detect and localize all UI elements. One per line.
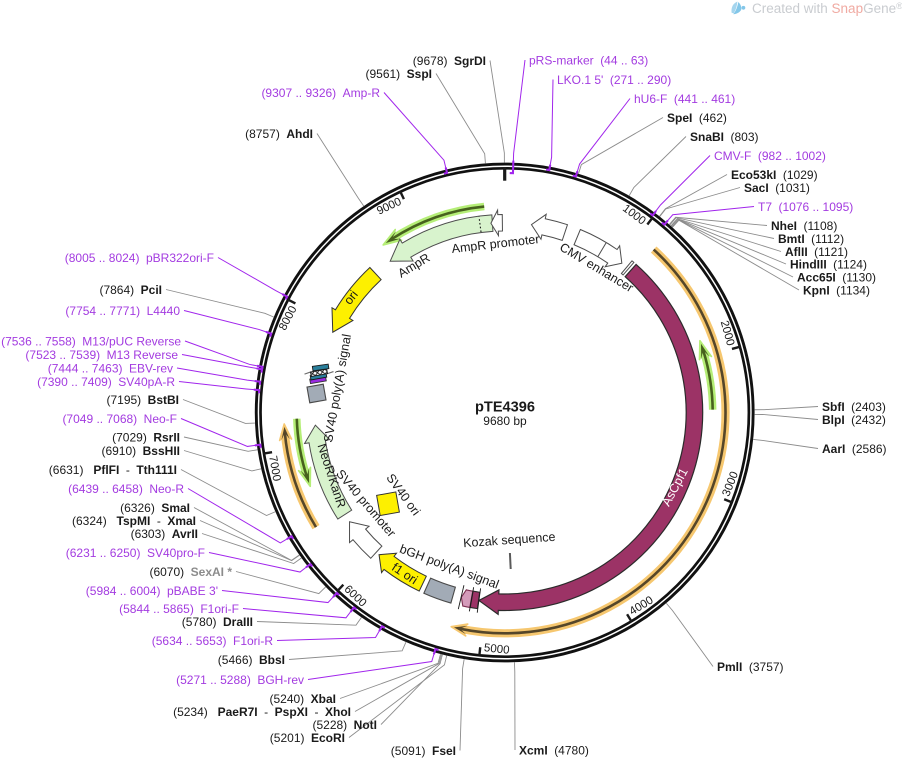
svg-text:7000: 7000: [266, 455, 282, 482]
svg-text:(9678)SgrDI: (9678) SgrDI: [413, 54, 486, 68]
svg-text:(9307 .. 9326)Amp-R: (9307 .. 9326) Amp-R: [261, 86, 380, 100]
svg-text:(5091)FseI: (5091) FseI: [391, 744, 456, 758]
svg-text:Kozak sequence: Kozak sequence: [463, 530, 556, 550]
svg-text:(6231 .. 6250)SV40pro-F: (6231 .. 6250) SV40pro-F: [66, 546, 205, 560]
svg-text:(5984 .. 6004)pBABE 3': (5984 .. 6004) pBABE 3': [86, 584, 218, 598]
svg-text:XcmI(4780): XcmI (4780): [519, 743, 589, 757]
svg-text:Created with SnapGene®: Created with SnapGene®: [752, 1, 902, 16]
svg-text:(7444 .. 7463)EBV-rev: (7444 .. 7463) EBV-rev: [48, 361, 173, 375]
svg-text:5000: 5000: [483, 642, 510, 657]
svg-text:AflII(1121): AflII (1121): [785, 245, 848, 259]
svg-text:(7049 .. 7068)Neo-F: (7049 .. 7068) Neo-F: [62, 412, 177, 426]
svg-text:(5228)NotI: (5228) NotI: [312, 718, 377, 732]
svg-text:SpeI(462): SpeI (462): [667, 111, 727, 125]
svg-text:(6326)SmaI: (6326) SmaI: [120, 501, 190, 515]
svg-text:(7029)RsrII: (7029) RsrII: [112, 430, 180, 444]
svg-text:Acc65I(1130): Acc65I (1130): [797, 270, 876, 284]
svg-text:pRS-marker(44 .. 63): pRS-marker (44 .. 63): [529, 53, 648, 67]
svg-text:(5466)BbsI: (5466) BbsI: [218, 653, 285, 667]
svg-text:(6324) TspMI-XmaI: (6324) TspMI - XmaI: [72, 514, 196, 528]
svg-text:(8005 .. 8024)pBR322ori-F: (8005 .. 8024) pBR322ori-F: [65, 251, 214, 265]
svg-text:PmlI(3757): PmlI (3757): [717, 660, 784, 674]
svg-text:CMV-F(982 .. 1002): CMV-F (982 .. 1002): [714, 149, 826, 163]
svg-text:(5844 .. 5865)F1ori-F: (5844 .. 5865) F1ori-F: [119, 602, 239, 616]
svg-text:(8757)AhdI: (8757) AhdI: [245, 127, 313, 141]
svg-text:(5201)EcoRI: (5201) EcoRI: [270, 731, 345, 745]
svg-text:T7(1076 .. 1095): T7 (1076 .. 1095): [758, 200, 853, 214]
svg-text:SacI(1031): SacI (1031): [744, 181, 810, 195]
svg-text:(5271 .. 5288)BGH-rev: (5271 .. 5288) BGH-rev: [176, 673, 304, 687]
svg-text:(5780)DraIII: (5780) DraIII: [182, 615, 253, 629]
svg-text:(7864)PciI: (7864) PciI: [99, 283, 162, 297]
svg-text:NheI(1108): NheI (1108): [771, 219, 837, 233]
svg-text:(5634 .. 5653)F1ori-R: (5634 .. 5653) F1ori-R: [152, 634, 274, 648]
svg-text:(7754 .. 7771)L4440: (7754 .. 7771) L4440: [65, 304, 180, 318]
svg-text:(6439 .. 6458)Neo-R: (6439 .. 6458) Neo-R: [68, 482, 184, 496]
svg-text:(7536 .. 7558)M13/pUC Reverse: (7536 .. 7558) M13/pUC Reverse: [1, 334, 181, 348]
svg-text:(5240)XbaI: (5240) XbaI: [269, 692, 336, 706]
svg-text:BmtI(1112): BmtI (1112): [778, 232, 844, 246]
svg-text:HindIII(1124): HindIII (1124): [790, 257, 867, 271]
svg-text:KpnI(1134): KpnI (1134): [803, 283, 870, 297]
svg-text:SnaBI(803): SnaBI (803): [690, 130, 759, 144]
svg-text:(6070)SexAI *: (6070) SexAI *: [149, 565, 232, 579]
svg-text:(7390 .. 7409)SV40pA-R: (7390 .. 7409) SV40pA-R: [37, 375, 175, 389]
svg-text:SbfI(2403): SbfI (2403): [822, 400, 886, 414]
svg-text:LKO.1 5'(271 .. 290): LKO.1 5' (271 .. 290): [557, 73, 671, 87]
svg-text:Eco53kI(1029): Eco53kI (1029): [731, 168, 818, 182]
svg-text:pTE4396: pTE4396: [475, 400, 535, 416]
svg-text:9680 bp: 9680 bp: [483, 414, 527, 428]
svg-text:(7523 .. 7539)M13 Reverse: (7523 .. 7539) M13 Reverse: [25, 348, 178, 362]
svg-text:(6631) PflFI-Tth111I: (6631) PflFI - Tth111I: [49, 463, 177, 477]
svg-text:(7195)BstBI: (7195) BstBI: [106, 393, 179, 407]
svg-text:(6910)BssHII: (6910) BssHII: [101, 444, 180, 458]
svg-text:AarI(2586): AarI (2586): [822, 442, 887, 456]
svg-text:(9561)SspI: (9561) SspI: [365, 67, 432, 81]
svg-text:(5234) PaeR7I-PspXI-XhoI: (5234) PaeR7I - PspXI - XhoI: [173, 705, 351, 719]
svg-text:(6303)AvrII: (6303) AvrII: [131, 527, 198, 541]
svg-text:BlpI(2432): BlpI (2432): [822, 413, 886, 427]
svg-text:hU6-F(441 .. 461): hU6-F (441 .. 461): [634, 92, 735, 106]
svg-text:ori: ori: [341, 288, 361, 308]
